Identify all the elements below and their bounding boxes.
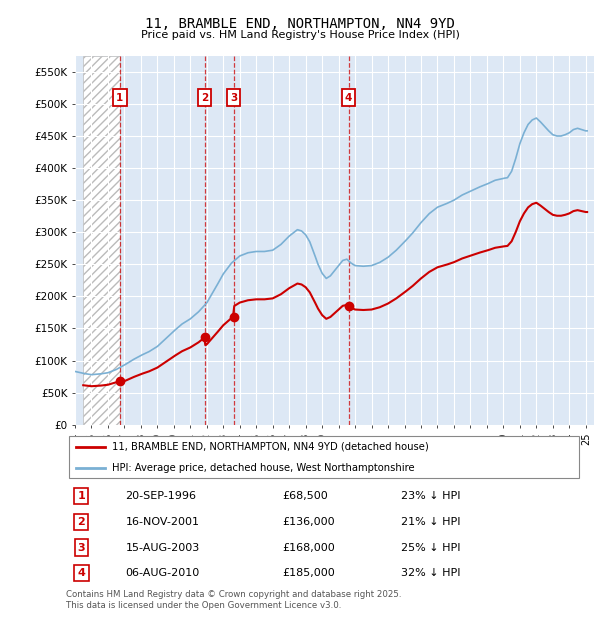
Text: 32% ↓ HPI: 32% ↓ HPI	[401, 568, 461, 578]
Text: 3: 3	[77, 542, 85, 552]
Text: 16-NOV-2001: 16-NOV-2001	[125, 517, 199, 527]
Text: 2: 2	[77, 517, 85, 527]
Text: 11, BRAMBLE END, NORTHAMPTON, NN4 9YD: 11, BRAMBLE END, NORTHAMPTON, NN4 9YD	[145, 17, 455, 32]
Text: 06-AUG-2010: 06-AUG-2010	[125, 568, 200, 578]
Text: 11, BRAMBLE END, NORTHAMPTON, NN4 9YD (detached house): 11, BRAMBLE END, NORTHAMPTON, NN4 9YD (d…	[112, 441, 429, 451]
Text: £68,500: £68,500	[283, 492, 328, 502]
Text: 23% ↓ HPI: 23% ↓ HPI	[401, 492, 461, 502]
Text: 20-SEP-1996: 20-SEP-1996	[125, 492, 196, 502]
Text: 3: 3	[230, 92, 237, 102]
Text: 21% ↓ HPI: 21% ↓ HPI	[401, 517, 461, 527]
Text: £136,000: £136,000	[283, 517, 335, 527]
Text: Contains HM Land Registry data © Crown copyright and database right 2025.
This d: Contains HM Land Registry data © Crown c…	[66, 590, 401, 609]
Text: 1: 1	[116, 92, 124, 102]
Text: 4: 4	[77, 568, 85, 578]
Text: 2: 2	[201, 92, 208, 102]
Text: 4: 4	[345, 92, 352, 102]
Text: HPI: Average price, detached house, West Northamptonshire: HPI: Average price, detached house, West…	[112, 463, 415, 473]
Text: 15-AUG-2003: 15-AUG-2003	[125, 542, 200, 552]
Text: £185,000: £185,000	[283, 568, 335, 578]
Text: 25% ↓ HPI: 25% ↓ HPI	[401, 542, 461, 552]
Text: Price paid vs. HM Land Registry's House Price Index (HPI): Price paid vs. HM Land Registry's House …	[140, 30, 460, 40]
Text: 1: 1	[77, 492, 85, 502]
FancyBboxPatch shape	[68, 436, 580, 478]
Bar	[83, 56, 120, 425]
Text: £168,000: £168,000	[283, 542, 335, 552]
